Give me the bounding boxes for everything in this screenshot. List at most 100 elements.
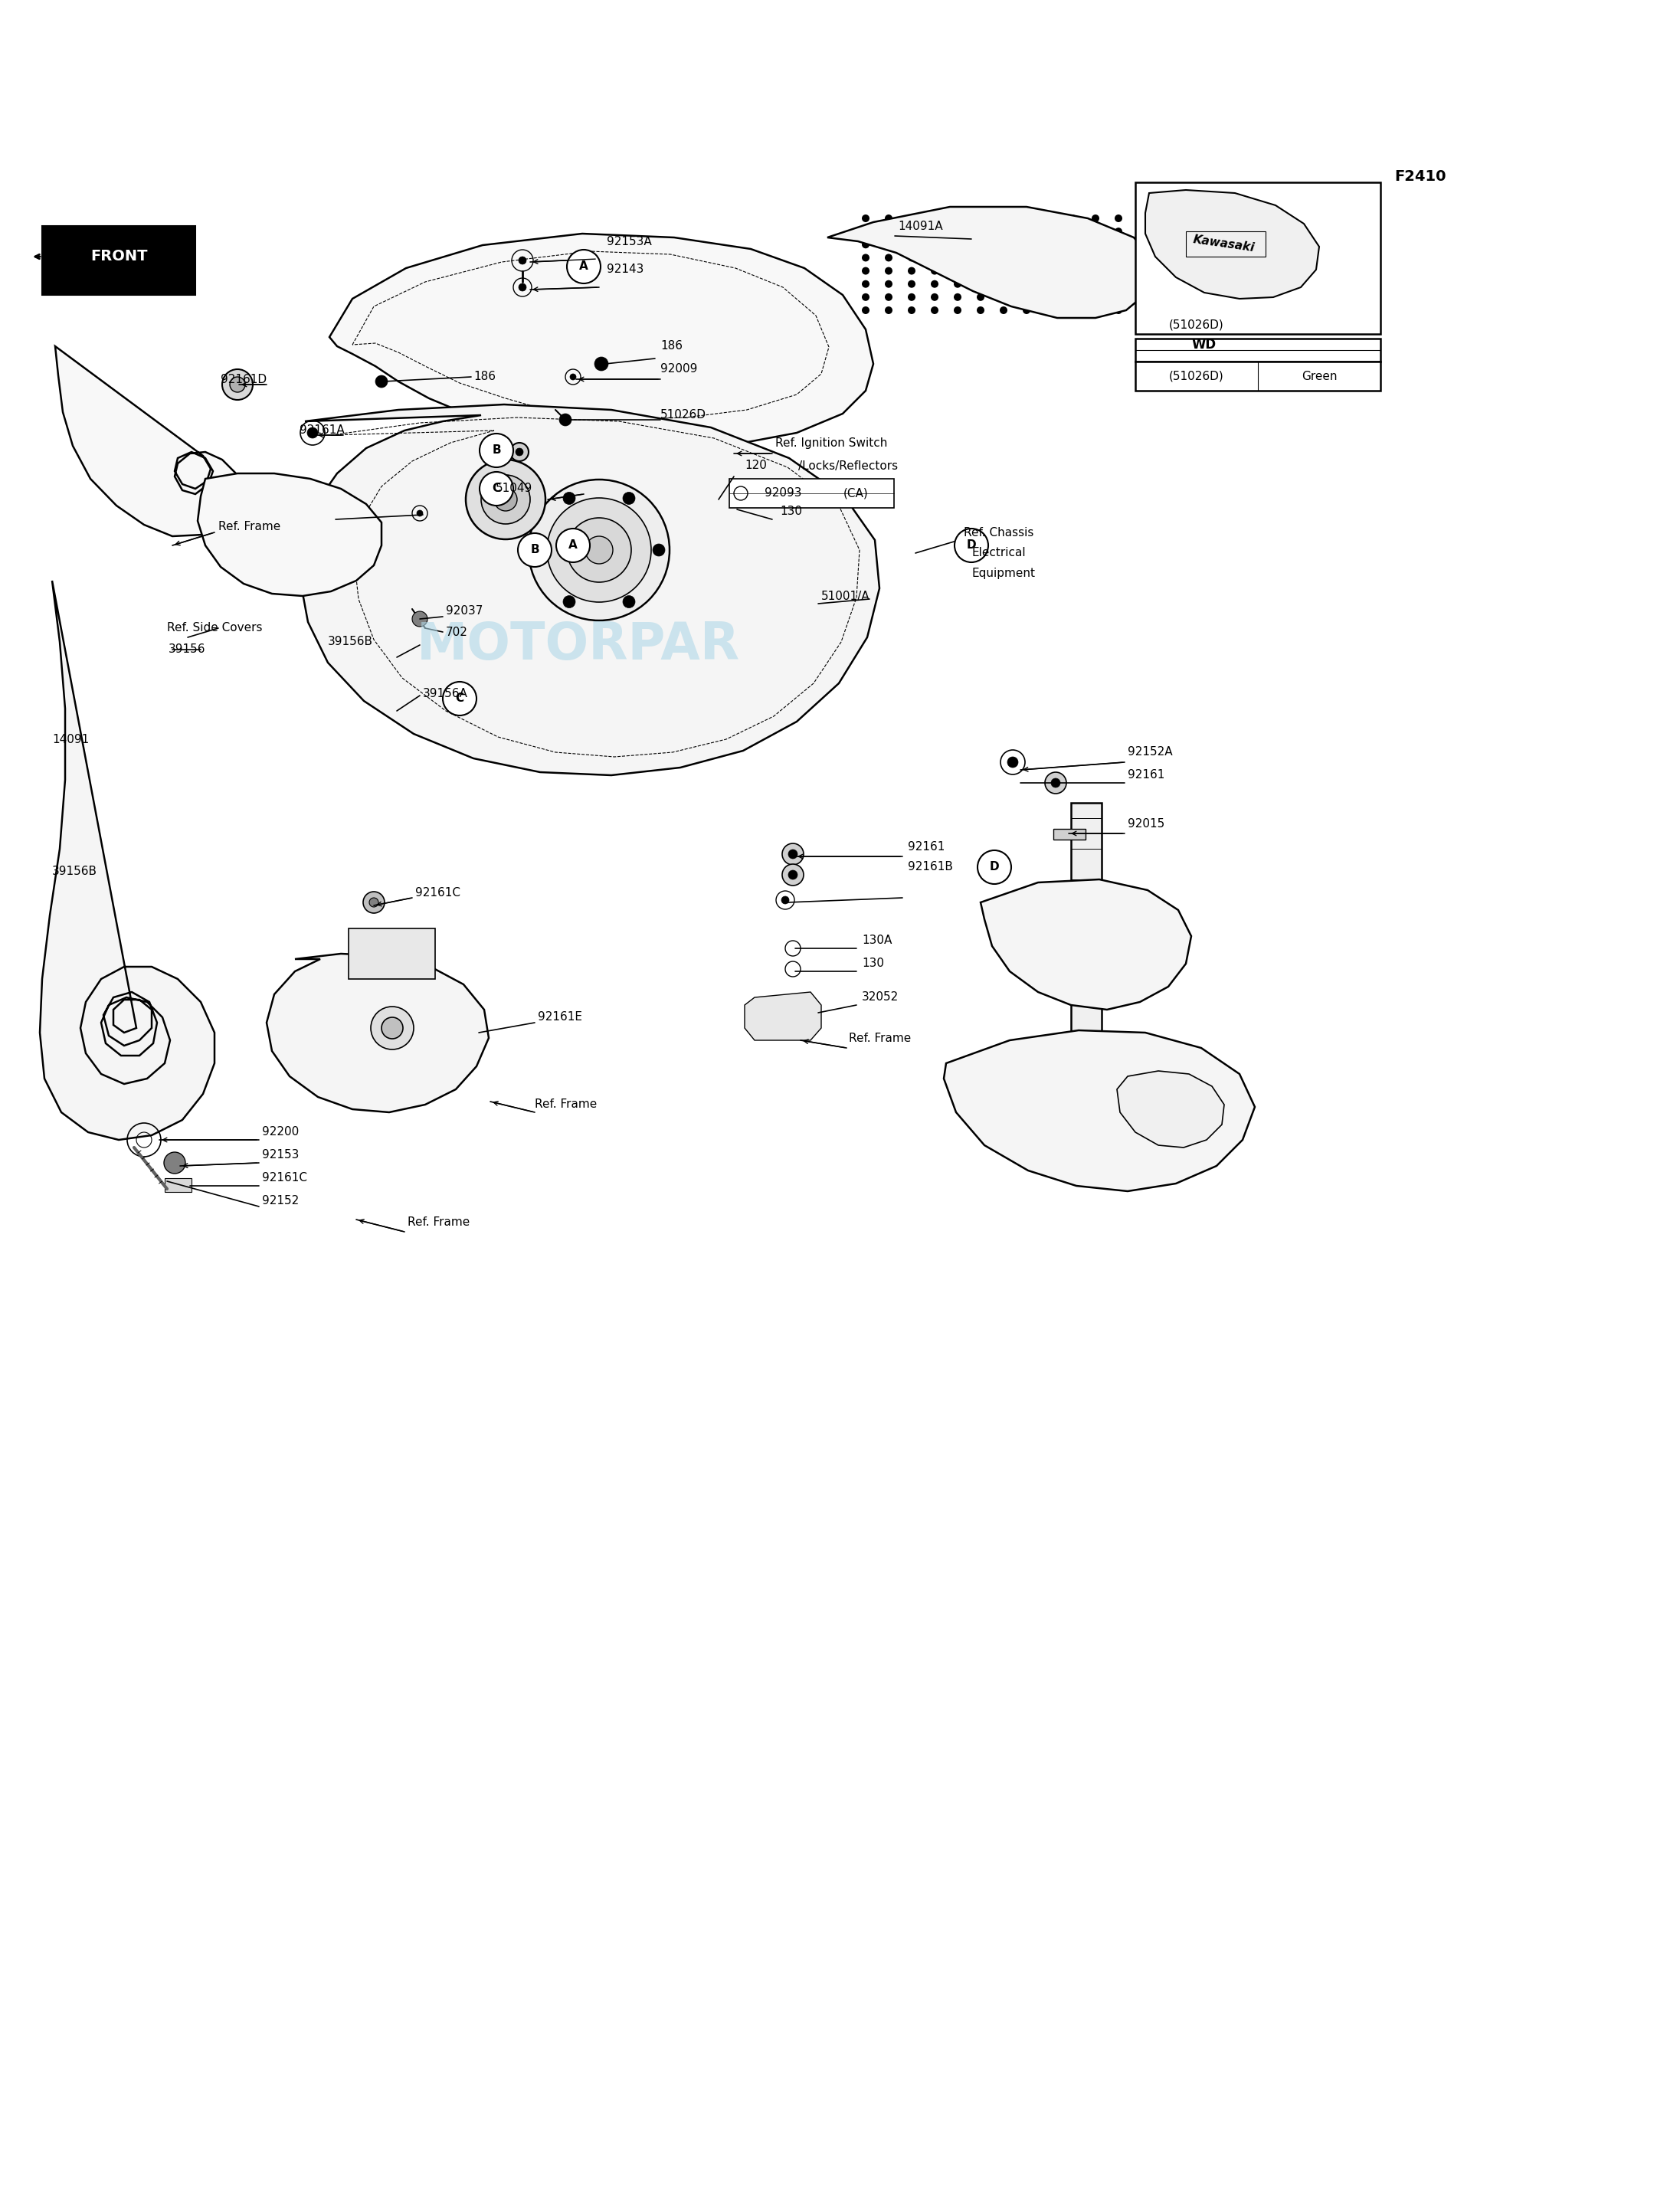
Text: 92153A: 92153A	[606, 235, 652, 246]
Circle shape	[1045, 281, 1053, 288]
Circle shape	[978, 850, 1011, 883]
Circle shape	[1068, 242, 1077, 248]
Circle shape	[563, 595, 575, 609]
Circle shape	[1023, 281, 1030, 288]
Text: A: A	[580, 261, 588, 272]
Circle shape	[976, 228, 984, 235]
Circle shape	[954, 305, 961, 314]
Circle shape	[1114, 268, 1122, 275]
Text: 32052: 32052	[862, 991, 899, 1004]
Circle shape	[1068, 305, 1077, 314]
Circle shape	[465, 459, 546, 538]
Circle shape	[788, 850, 798, 859]
Text: 702: 702	[445, 626, 469, 637]
Circle shape	[1114, 305, 1122, 314]
Circle shape	[907, 281, 916, 288]
Circle shape	[1114, 215, 1122, 222]
Bar	[348, 929, 435, 980]
Circle shape	[1092, 255, 1099, 261]
Circle shape	[976, 242, 984, 248]
Circle shape	[566, 250, 601, 283]
Text: FRONT: FRONT	[91, 248, 148, 264]
Circle shape	[1114, 255, 1122, 261]
Circle shape	[1092, 268, 1099, 275]
Circle shape	[412, 611, 427, 626]
Circle shape	[230, 378, 245, 393]
Circle shape	[907, 242, 916, 248]
Circle shape	[931, 305, 939, 314]
Circle shape	[479, 433, 514, 468]
Bar	[165, 1178, 192, 1193]
Circle shape	[976, 292, 984, 301]
Bar	[1186, 231, 1265, 257]
Circle shape	[1114, 281, 1122, 288]
Circle shape	[931, 255, 939, 261]
Text: Ref. Chassis: Ref. Chassis	[964, 527, 1033, 538]
Circle shape	[862, 228, 870, 235]
Text: Ref. Ignition Switch: Ref. Ignition Switch	[774, 437, 887, 448]
Circle shape	[788, 870, 798, 879]
Circle shape	[1045, 292, 1053, 301]
Circle shape	[1023, 305, 1030, 314]
Polygon shape	[301, 404, 879, 776]
Text: 92152: 92152	[262, 1195, 299, 1206]
Circle shape	[862, 281, 870, 288]
Text: 51001/A: 51001/A	[822, 591, 870, 602]
Circle shape	[1023, 292, 1030, 301]
Circle shape	[885, 268, 892, 275]
Circle shape	[931, 292, 939, 301]
Polygon shape	[329, 233, 874, 450]
Text: Equipment: Equipment	[971, 567, 1035, 578]
Circle shape	[954, 281, 961, 288]
Text: 92015: 92015	[1127, 817, 1164, 828]
Circle shape	[519, 257, 526, 264]
Circle shape	[479, 472, 514, 505]
Bar	[42, 226, 195, 294]
Text: 92143: 92143	[606, 264, 643, 275]
Circle shape	[1068, 292, 1077, 301]
Circle shape	[570, 373, 576, 380]
Circle shape	[654, 545, 665, 556]
Circle shape	[417, 510, 423, 516]
Circle shape	[907, 268, 916, 275]
Circle shape	[222, 369, 252, 400]
Circle shape	[511, 444, 529, 461]
Text: C: C	[455, 692, 464, 705]
Circle shape	[1000, 305, 1008, 314]
Text: /Locks/Reflectors: /Locks/Reflectors	[798, 459, 897, 472]
Polygon shape	[40, 580, 215, 1140]
Circle shape	[954, 215, 961, 222]
Circle shape	[931, 242, 939, 248]
Circle shape	[1045, 242, 1053, 248]
Circle shape	[1045, 268, 1053, 275]
Text: 92161E: 92161E	[538, 1011, 583, 1024]
Circle shape	[623, 595, 635, 609]
Text: 186: 186	[660, 341, 682, 352]
Circle shape	[1045, 215, 1053, 222]
Text: 39156: 39156	[168, 644, 205, 655]
Text: 51026D: 51026D	[660, 409, 706, 422]
Bar	[1136, 363, 1381, 391]
Polygon shape	[744, 993, 822, 1041]
Bar	[1136, 182, 1381, 334]
Circle shape	[931, 281, 939, 288]
Text: Green: Green	[1302, 371, 1337, 382]
Circle shape	[307, 428, 318, 437]
Text: C: C	[492, 483, 501, 494]
Circle shape	[1045, 255, 1053, 261]
Circle shape	[885, 305, 892, 314]
Circle shape	[529, 479, 670, 620]
Circle shape	[480, 475, 531, 523]
Text: 120: 120	[744, 459, 766, 472]
Circle shape	[444, 681, 477, 716]
Circle shape	[1068, 215, 1077, 222]
Circle shape	[862, 268, 870, 275]
Circle shape	[862, 292, 870, 301]
Circle shape	[976, 281, 984, 288]
Circle shape	[783, 863, 803, 885]
Bar	[1053, 828, 1085, 839]
Circle shape	[976, 215, 984, 222]
Circle shape	[623, 492, 635, 505]
Circle shape	[1000, 268, 1008, 275]
Text: Ref. Frame: Ref. Frame	[848, 1033, 911, 1044]
